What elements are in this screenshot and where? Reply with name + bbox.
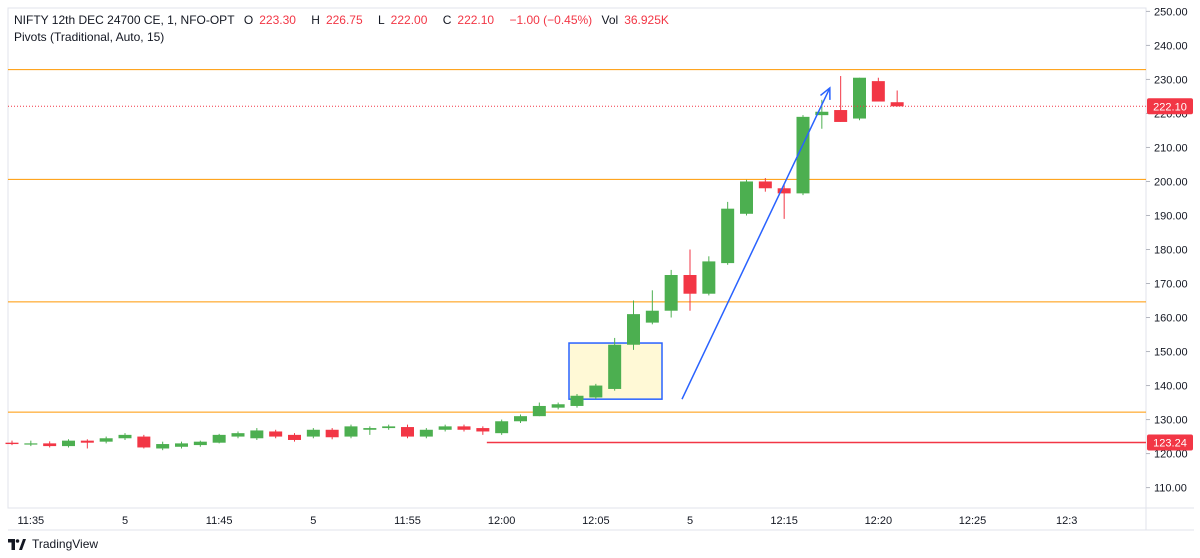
candle-body <box>514 416 527 422</box>
candle-body <box>363 428 377 430</box>
y-tick-label: 150.00 <box>1154 347 1188 359</box>
candle-body <box>193 441 207 446</box>
candle-body <box>570 395 584 406</box>
candle-body <box>532 405 546 417</box>
y-tick-label: 190.00 <box>1154 210 1188 222</box>
open-readout: O 223.30 <box>243 13 296 27</box>
candle-body <box>344 426 358 437</box>
y-tick-label: 160.00 <box>1154 313 1188 325</box>
candle-body <box>721 208 735 264</box>
close-readout: C 222.10 <box>442 13 495 27</box>
y-tick-label: 230.00 <box>1154 74 1188 86</box>
candle-body <box>853 77 866 119</box>
y-tick-label: 200.00 <box>1154 176 1188 188</box>
candle-body <box>740 181 753 214</box>
x-tick-label: 5 <box>122 515 128 527</box>
candle-body <box>118 434 132 439</box>
y-tick-label: 240.00 <box>1154 40 1188 52</box>
candle-body <box>24 443 38 445</box>
candle-body <box>401 427 414 437</box>
candle-body <box>325 429 339 438</box>
chart-legend: NIFTY 12th DEC 24700 CE, 1, NFO-OPT O 223… <box>14 12 681 46</box>
y-tick-label: 210.00 <box>1154 142 1188 154</box>
x-tick-label: 12:15 <box>770 515 798 527</box>
symbol-label[interactable]: NIFTY 12th DEC 24700 CE, 1, NFO-OPT <box>14 13 235 27</box>
candle-body <box>419 429 433 437</box>
candle-body <box>871 81 885 102</box>
volume-readout: Vol 36.925K <box>601 13 669 27</box>
x-tick-label: 12:00 <box>488 515 516 527</box>
candle-body <box>777 188 791 194</box>
candle-body <box>758 181 772 189</box>
candle-body <box>495 421 509 434</box>
y-tick-label: 250.00 <box>1154 6 1188 18</box>
candle-body <box>137 436 151 448</box>
candle-body <box>62 440 75 447</box>
support-price-badge-bg <box>1147 434 1193 451</box>
y-tick-label: 110.00 <box>1154 483 1187 495</box>
candle-body <box>99 438 113 442</box>
tradingview-brand-text: TradingView <box>32 537 99 551</box>
candle-body <box>627 314 640 345</box>
candle-body <box>438 426 452 430</box>
annotation-arrow-head <box>820 86 831 100</box>
x-tick-label: 12:25 <box>959 515 987 527</box>
support-price-badge: 123.24 <box>1153 438 1187 450</box>
candle-body <box>250 430 264 439</box>
candle-body <box>664 275 678 311</box>
candle-body <box>269 431 283 437</box>
candle-body <box>890 102 904 107</box>
y-tick-label: 130.00 <box>1154 415 1188 427</box>
candle-body <box>608 344 622 389</box>
candle-body <box>815 111 829 116</box>
candle-body <box>382 426 396 429</box>
candle-body <box>702 261 716 294</box>
candle-body <box>43 443 57 447</box>
y-tick-label: 120.00 <box>1154 449 1188 461</box>
candle-body <box>156 444 170 449</box>
candle-body <box>645 310 659 323</box>
high-readout: H 226.75 <box>311 13 363 27</box>
candle-body <box>683 275 697 294</box>
last-price-badge: 222.10 <box>1153 101 1187 113</box>
x-tick-label: 11:35 <box>17 515 44 527</box>
candle-body <box>80 440 94 443</box>
last-price-badge-bg <box>1147 98 1193 115</box>
y-tick-label: 140.00 <box>1154 381 1188 393</box>
x-tick-label: 5 <box>310 515 316 527</box>
x-tick-label: 11:45 <box>206 515 233 527</box>
x-tick-label: 12:3 <box>1056 515 1077 527</box>
candle-body <box>175 443 188 447</box>
candle-body <box>589 385 603 398</box>
candle-body <box>834 110 848 122</box>
candle-body <box>476 428 490 432</box>
candle-body <box>306 429 320 437</box>
candle-body <box>457 426 471 430</box>
candle-body <box>231 433 245 437</box>
change-readout: −1.00 (−0.45%) <box>509 13 593 27</box>
ohlc-legend-row: NIFTY 12th DEC 24700 CE, 1, NFO-OPT O 223… <box>14 12 681 29</box>
x-tick-label: 12:20 <box>865 515 893 527</box>
y-tick-label: 170.00 <box>1154 279 1188 291</box>
tradingview-logo-icon <box>8 538 26 550</box>
tradingview-branding[interactable]: TradingView <box>8 537 98 551</box>
x-tick-label: 5 <box>687 515 693 527</box>
x-tick-label: 11:55 <box>394 515 421 527</box>
candle-body <box>5 442 19 445</box>
candle-body <box>212 434 226 443</box>
candle-body <box>551 404 565 408</box>
x-tick-label: 12:05 <box>582 515 610 527</box>
y-tick-label: 180.00 <box>1154 244 1188 256</box>
indicator-label[interactable]: Pivots (Traditional, Auto, 15) <box>14 30 165 44</box>
plot-frame <box>7 7 1147 509</box>
low-readout: L 222.00 <box>377 13 428 27</box>
candle-body <box>288 434 301 440</box>
annotation-arrow-line <box>681 87 831 400</box>
